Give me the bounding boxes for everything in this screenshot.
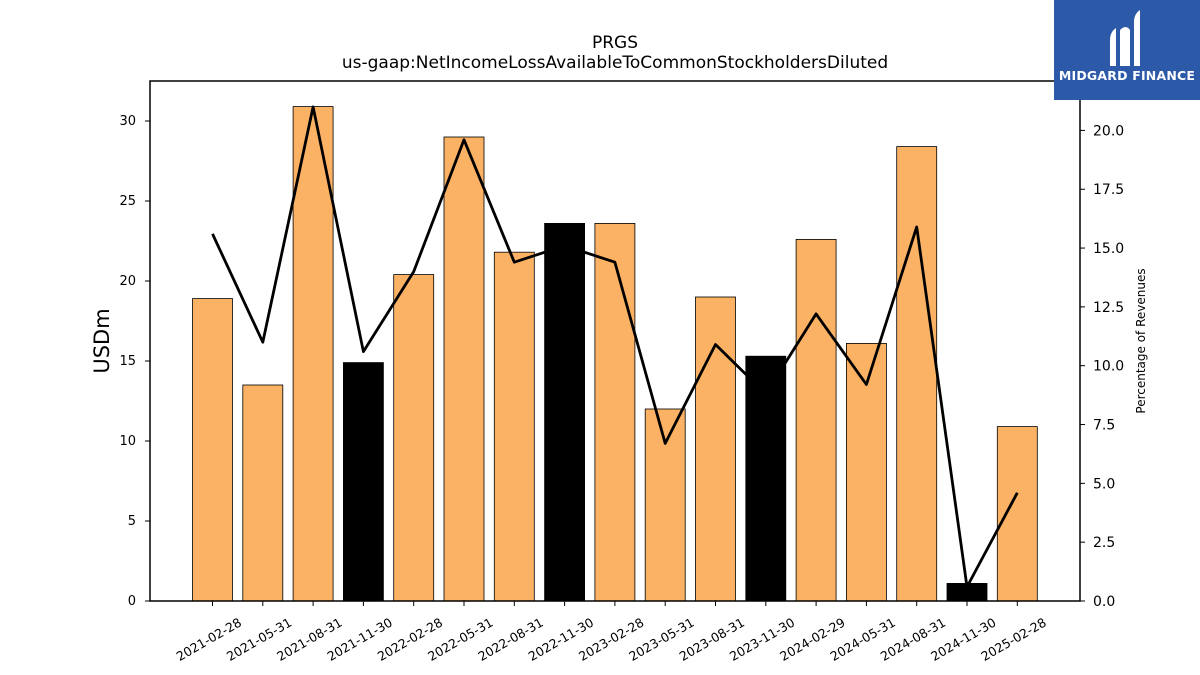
- bar-2021-08-31: [292, 106, 334, 602]
- y-tick-label: 15: [119, 354, 136, 369]
- y-right-tick-label: 0.0: [1093, 594, 1115, 610]
- bar-2021-11-30: [342, 362, 384, 602]
- chart-title: PRGS: [592, 33, 638, 53]
- chart-subtitle: us-gaap:NetIncomeLossAvailableToCommonSt…: [342, 53, 888, 73]
- y-right-tick-label: 5.0: [1093, 476, 1115, 492]
- brand-logo-text: MIDGARD FINANCE: [1058, 68, 1196, 83]
- y-right-tick-label: 12.5: [1093, 300, 1124, 316]
- bar-2023-11-30: [745, 355, 787, 602]
- bar-2024-08-31: [896, 146, 938, 602]
- bar-2023-08-31: [695, 296, 736, 602]
- y-right-tick-label: 7.5: [1093, 418, 1115, 434]
- y-tick-label: 10: [119, 434, 136, 449]
- bar-2022-02-28: [393, 274, 435, 602]
- bar-2022-11-30: [544, 222, 585, 602]
- y-tick-label: 25: [119, 194, 136, 209]
- y-tick-label: 0: [128, 594, 136, 609]
- y-axis-label-right: Percentage of Revenues: [1134, 268, 1148, 413]
- axes: 0 5 10 15 20 25 30 0.0 2.5 5.0 7.5 10.0 12.5 15.0 17.5…: [119, 114, 1124, 664]
- bar-2024-05-31: [846, 342, 887, 602]
- bar-2025-02-28: [996, 426, 1038, 602]
- y-tick-label: 5: [128, 514, 136, 529]
- bar-2022-05-31: [443, 136, 485, 602]
- y-right-tick-label: 17.5: [1093, 182, 1124, 198]
- y-right-tick-label: 2.5: [1093, 535, 1115, 551]
- bar-2021-05-31: [242, 384, 284, 602]
- bar-2023-05-31: [644, 408, 686, 602]
- plot-area: [192, 105, 1038, 602]
- y-right-tick-label: 15.0: [1093, 241, 1124, 257]
- bar-2021-02-28: [192, 298, 233, 602]
- y-axis-label-left: USDm: [90, 308, 114, 373]
- y-right-tick-label: 10.0: [1093, 359, 1124, 375]
- midgard-logo-icon: [1110, 10, 1140, 66]
- y-tick-label: 30: [119, 114, 136, 129]
- y-tick-label: 20: [119, 274, 136, 289]
- bar-2024-02-29: [795, 238, 837, 602]
- bar-2023-02-28: [594, 222, 636, 602]
- bar-2022-08-31: [493, 251, 535, 602]
- y-right-tick-label: 20.0: [1093, 123, 1124, 139]
- brand-logo: MIDGARD FINANCE: [1054, 0, 1200, 100]
